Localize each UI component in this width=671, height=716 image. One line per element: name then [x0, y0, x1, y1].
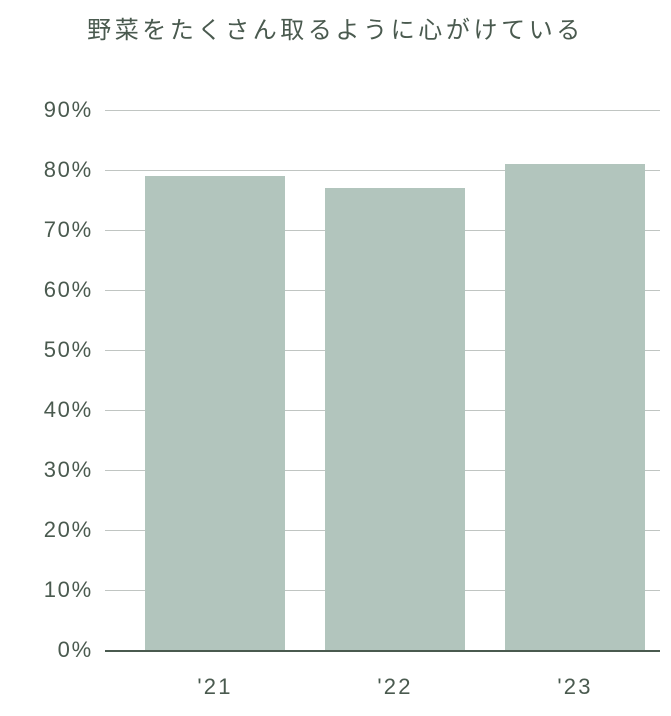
- y-tick-label: 80%: [13, 157, 93, 183]
- plot-area: [105, 110, 660, 650]
- bar: [145, 176, 285, 650]
- y-tick-label: 30%: [13, 457, 93, 483]
- gridline: [105, 110, 660, 111]
- x-tick-label: '21: [145, 674, 285, 700]
- y-tick-label: 60%: [13, 277, 93, 303]
- bar: [325, 188, 465, 650]
- bar-chart: 野菜をたくさん取るように心がけている 0% 10% 20% 30% 40% 50% 60% 7…: [0, 0, 671, 716]
- y-tick-label: 40%: [13, 397, 93, 423]
- bar: [505, 164, 645, 650]
- axis-baseline: [105, 650, 660, 652]
- y-tick-label: 90%: [13, 97, 93, 123]
- chart-title: 野菜をたくさん取るように心がけている: [0, 10, 671, 45]
- y-tick-label: 10%: [13, 577, 93, 603]
- x-tick-label: '23: [505, 674, 645, 700]
- y-tick-label: 50%: [13, 337, 93, 363]
- y-tick-label: 0%: [13, 637, 93, 663]
- y-tick-label: 70%: [13, 217, 93, 243]
- y-tick-label: 20%: [13, 517, 93, 543]
- x-tick-label: '22: [325, 674, 465, 700]
